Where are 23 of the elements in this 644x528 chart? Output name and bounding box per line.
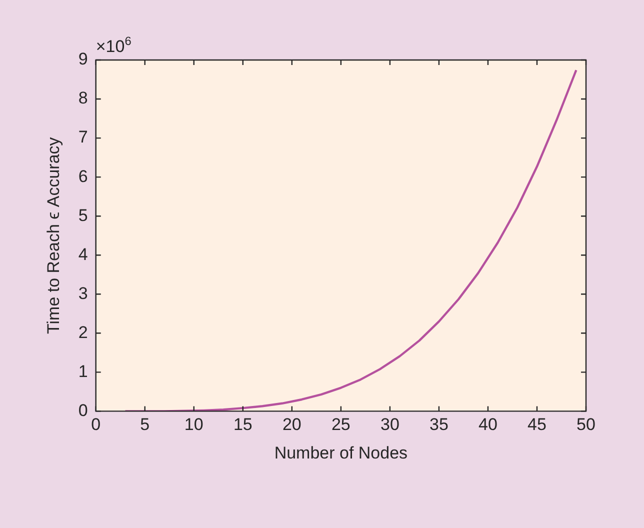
x-tick-label: 15 <box>233 415 252 434</box>
y-tick-label: 1 <box>78 362 88 381</box>
x-tick-label: 20 <box>282 415 302 434</box>
y-axis-title: Time to Reach ϵ Accuracy <box>44 136 63 334</box>
x-tick-label: 30 <box>380 415 400 434</box>
x-tick-label: 45 <box>528 415 546 434</box>
y-tick-label: 2 <box>78 322 88 342</box>
x-tick-label: 50 <box>576 415 596 434</box>
y-tick-label: 4 <box>78 244 88 264</box>
x-tick-label: 25 <box>331 415 350 434</box>
y-tick-label: 6 <box>78 166 88 186</box>
x-tick-label: 40 <box>478 415 498 434</box>
y-tick-label: 8 <box>78 88 88 108</box>
y-tick-label: 3 <box>78 284 88 303</box>
y-tick-label: 0 <box>78 400 88 420</box>
x-tick-label: 0 <box>91 415 101 434</box>
y-tick-label: 9 <box>78 50 88 69</box>
y-tick-label: 7 <box>78 128 88 147</box>
x-tick-label: 35 <box>429 415 448 434</box>
x-axis-title: Number of Nodes <box>274 443 408 462</box>
y-tick-label: 5 <box>78 206 88 225</box>
x-tick-label: 10 <box>184 415 204 434</box>
x-tick-label: 5 <box>140 415 150 434</box>
